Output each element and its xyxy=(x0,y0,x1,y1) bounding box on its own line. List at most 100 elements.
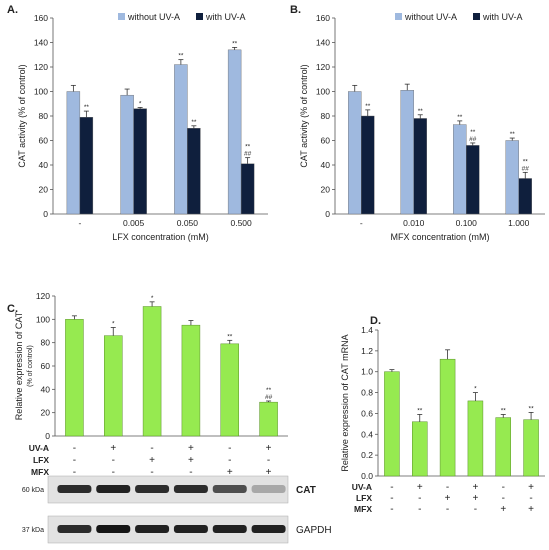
condition-sign: + xyxy=(500,504,506,515)
x-axis-title: MFX concentration (mM) xyxy=(390,232,489,242)
blot-band xyxy=(251,485,286,493)
y-tick-label: 1.4 xyxy=(361,325,373,335)
legend-label: without UV-A xyxy=(404,12,457,22)
significance-mark: ** xyxy=(501,407,507,414)
bar xyxy=(384,371,400,477)
y-tick-label: 80 xyxy=(39,111,49,121)
y-tick-label: 120 xyxy=(36,291,50,301)
y-tick-label: 80 xyxy=(41,338,51,348)
x-tick-label: 0.050 xyxy=(177,218,199,228)
condition-sign: - xyxy=(228,443,231,454)
legend-label: with UV-A xyxy=(205,12,246,22)
y-axis-title: Relative expression of CAT xyxy=(14,311,24,420)
bar xyxy=(412,421,428,477)
bar xyxy=(348,91,362,215)
condition-sign: - xyxy=(446,504,449,515)
y-tick-label: 140 xyxy=(316,38,330,48)
bar xyxy=(413,118,427,215)
bar xyxy=(181,324,201,437)
significance-mark: ** xyxy=(191,119,197,126)
significance-mark: ** xyxy=(457,114,463,121)
y-tick-label: 0.4 xyxy=(361,429,373,439)
significance-mark: ** xyxy=(418,108,424,115)
legend-label: without UV-A xyxy=(127,12,180,22)
panel-label: A. xyxy=(7,4,18,16)
condition-sign: - xyxy=(390,482,393,493)
protein-label: GAPDH xyxy=(296,525,332,536)
y-tick-label: 80 xyxy=(321,111,331,121)
significance-mark: * xyxy=(139,100,142,107)
bar xyxy=(466,145,480,215)
bar xyxy=(142,306,162,437)
blot-band xyxy=(57,485,92,493)
y-tick-label: 20 xyxy=(41,408,51,418)
blot-band xyxy=(135,485,170,493)
x-tick-label: 0.005 xyxy=(123,218,145,228)
bar xyxy=(174,64,188,215)
y-tick-label: 1.2 xyxy=(361,346,373,356)
molecular-weight-label: 60 kDa xyxy=(22,487,44,494)
significance-mark: ** xyxy=(84,104,90,111)
bar xyxy=(227,49,242,215)
condition-label: UV-A xyxy=(29,443,49,453)
condition-sign: - xyxy=(502,482,505,493)
bar xyxy=(133,108,147,215)
bar xyxy=(259,401,278,437)
y-axis-title: CAT activity (% of control) xyxy=(17,64,27,167)
x-tick-label: - xyxy=(360,218,363,228)
condition-label: MFX xyxy=(31,467,49,477)
condition-label: MFX xyxy=(354,504,372,514)
bar xyxy=(187,128,201,215)
x-tick-label: 0.100 xyxy=(456,218,478,228)
legend-swatch xyxy=(196,13,203,20)
blot-band xyxy=(96,525,131,533)
y-axis-subtitle: (% of control) xyxy=(27,345,34,387)
condition-sign: - xyxy=(150,467,153,478)
condition-sign: - xyxy=(150,443,153,454)
blot-band xyxy=(57,525,92,533)
condition-label: LFX xyxy=(356,493,372,503)
y-tick-label: 20 xyxy=(321,185,331,195)
significance-mark: ** xyxy=(529,405,535,412)
x-tick-label: - xyxy=(78,218,81,228)
condition-sign: + xyxy=(266,467,272,478)
y-tick-label: 60 xyxy=(321,136,331,146)
significance-mark: * xyxy=(151,295,154,302)
blot-band xyxy=(251,525,286,533)
y-tick-label: 40 xyxy=(321,160,331,170)
significance-mark: ** xyxy=(227,333,233,340)
x-axis-title: LFX concentration (mM) xyxy=(112,232,209,242)
legend-swatch xyxy=(473,13,480,20)
y-tick-label: 0.0 xyxy=(361,471,373,481)
y-tick-label: 100 xyxy=(316,87,330,97)
blot-band xyxy=(173,485,208,493)
bar xyxy=(240,163,255,215)
condition-sign: + xyxy=(472,493,478,504)
bar xyxy=(220,343,239,437)
significance-mark: ** xyxy=(365,103,371,110)
legend-label: with UV-A xyxy=(482,12,523,22)
bar xyxy=(467,400,484,477)
y-tick-label: 120 xyxy=(34,62,48,72)
condition-sign: - xyxy=(390,504,393,515)
y-tick-label: 100 xyxy=(36,314,50,324)
significance-mark: ** ## xyxy=(522,158,530,172)
y-tick-label: 160 xyxy=(34,13,48,23)
protein-label: CAT xyxy=(296,485,316,496)
y-tick-label: 0.6 xyxy=(361,408,373,418)
legend-swatch xyxy=(395,13,402,20)
panel-label: D. xyxy=(370,315,381,327)
condition-sign: - xyxy=(390,493,393,504)
condition-sign: + xyxy=(472,482,478,493)
condition-sign: - xyxy=(474,504,477,515)
condition-sign: - xyxy=(502,493,505,504)
blot-band xyxy=(173,525,208,533)
legend-swatch xyxy=(118,13,125,20)
bar xyxy=(79,117,94,215)
y-tick-label: 140 xyxy=(34,38,48,48)
y-tick-label: 0.2 xyxy=(361,450,373,460)
x-tick-label: 0.500 xyxy=(230,218,252,228)
blot-band xyxy=(135,525,170,533)
condition-sign: - xyxy=(112,467,115,478)
